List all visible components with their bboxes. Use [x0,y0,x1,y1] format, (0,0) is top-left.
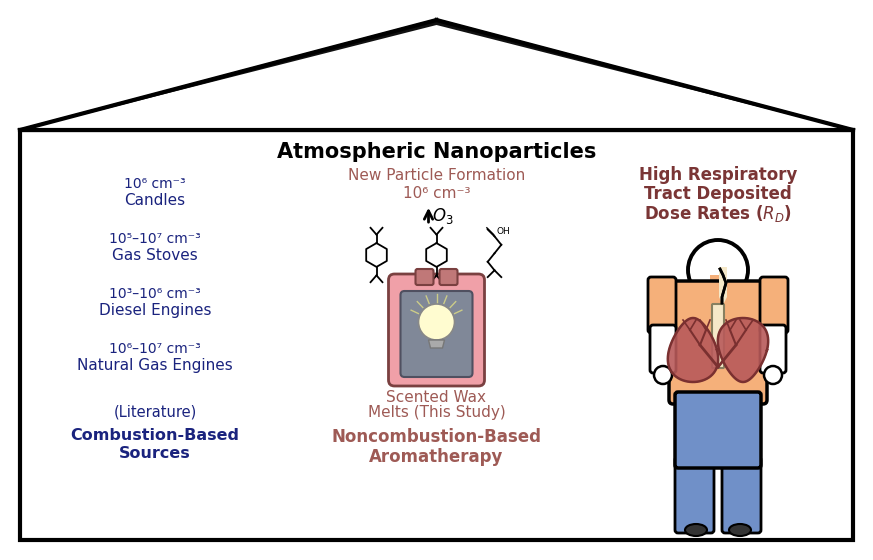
Circle shape [418,304,455,340]
FancyBboxPatch shape [20,130,853,540]
Polygon shape [23,25,850,130]
Text: (Literature): (Literature) [113,404,196,419]
Text: Candles: Candles [125,193,186,208]
Text: 10³–10⁶ cm⁻³: 10³–10⁶ cm⁻³ [109,287,201,301]
Text: Aromatherapy: Aromatherapy [369,448,504,466]
Circle shape [654,366,672,384]
Circle shape [688,240,748,300]
Polygon shape [429,340,444,348]
Text: Tract Deposited: Tract Deposited [644,185,792,203]
Text: Scented Wax: Scented Wax [387,390,486,404]
Text: Sources: Sources [119,446,191,461]
FancyBboxPatch shape [650,325,676,373]
Text: High Respiratory: High Respiratory [639,166,797,184]
Text: 10⁵–10⁷ cm⁻³: 10⁵–10⁷ cm⁻³ [109,232,201,246]
FancyBboxPatch shape [388,274,485,386]
FancyBboxPatch shape [760,277,788,333]
Text: OH: OH [496,227,510,236]
Text: Combustion-Based: Combustion-Based [71,427,239,442]
Text: 10⁶ cm⁻³: 10⁶ cm⁻³ [402,185,471,200]
FancyBboxPatch shape [675,392,761,468]
FancyBboxPatch shape [416,269,434,285]
Text: 10⁶–10⁷ cm⁻³: 10⁶–10⁷ cm⁻³ [109,342,201,356]
FancyBboxPatch shape [648,277,676,333]
FancyBboxPatch shape [722,457,761,533]
Text: Dose Rates ($\mathit{R}_D$): Dose Rates ($\mathit{R}_D$) [644,203,792,223]
FancyBboxPatch shape [439,269,457,285]
Text: Noncombustion-Based: Noncombustion-Based [332,428,541,446]
Ellipse shape [685,524,707,536]
FancyBboxPatch shape [669,281,767,404]
Text: $O_3$: $O_3$ [432,206,454,226]
Polygon shape [668,318,718,382]
Text: Gas Stoves: Gas Stoves [112,248,198,263]
Text: Diesel Engines: Diesel Engines [99,302,211,318]
Circle shape [764,366,782,384]
FancyBboxPatch shape [401,291,472,377]
FancyBboxPatch shape [760,325,786,373]
Text: 10⁶ cm⁻³: 10⁶ cm⁻³ [124,177,186,191]
Polygon shape [719,267,727,305]
Text: Melts (This Study): Melts (This Study) [368,405,505,421]
Ellipse shape [729,524,751,536]
Text: Atmospheric Nanoparticles: Atmospheric Nanoparticles [277,142,596,162]
FancyBboxPatch shape [675,457,714,533]
Polygon shape [718,318,768,382]
Text: Natural Gas Engines: Natural Gas Engines [77,357,233,372]
FancyBboxPatch shape [712,304,724,368]
Polygon shape [20,20,853,130]
Text: New Particle Formation: New Particle Formation [347,167,526,183]
FancyBboxPatch shape [710,275,726,303]
